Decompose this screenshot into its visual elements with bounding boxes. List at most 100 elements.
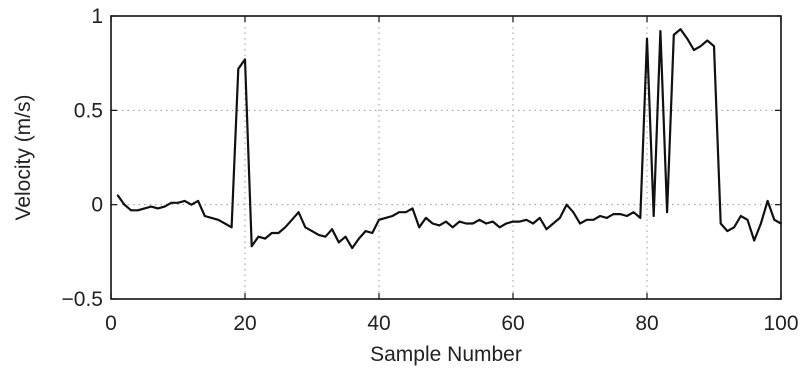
data-point: [672, 33, 675, 36]
series-layer: [116, 28, 782, 250]
data-point: [525, 218, 528, 221]
data-point: [619, 213, 622, 216]
data-point: [210, 216, 213, 219]
y-tick-label: 0: [91, 194, 103, 217]
data-point: [170, 201, 173, 204]
data-point: [371, 232, 374, 234]
data-point: [190, 203, 193, 206]
data-point: [492, 220, 494, 223]
data-point: [746, 218, 749, 221]
data-point: [304, 226, 307, 229]
data-point: [224, 222, 226, 225]
data-point: [398, 211, 400, 214]
data-point: [485, 222, 488, 225]
data-point: [136, 209, 139, 212]
data-point: [317, 233, 320, 236]
data-point: [632, 211, 635, 214]
y-axis-label: Velocity (m/s): [12, 94, 35, 220]
data-point: [773, 218, 776, 221]
data-point: [257, 235, 260, 238]
x-tick-label: 0: [105, 312, 117, 335]
data-point: [733, 226, 735, 229]
x-tick-label: 20: [233, 312, 256, 335]
data-point: [465, 222, 467, 225]
data-point: [693, 49, 695, 51]
x-tick-label: 100: [763, 312, 798, 335]
data-point: [378, 218, 380, 221]
data-point: [297, 211, 300, 214]
data-point: [123, 203, 126, 206]
data-point: [652, 215, 655, 217]
data-point: [183, 199, 186, 202]
data-point: [538, 216, 541, 219]
data-point: [719, 222, 722, 225]
data-point: [337, 241, 340, 244]
data-point: [425, 216, 427, 219]
data-point: [358, 237, 360, 240]
data-point: [217, 218, 220, 221]
data-point: [686, 37, 689, 40]
data-point: [585, 218, 588, 221]
data-point: [411, 207, 414, 210]
y-tick-label: −0.5: [62, 288, 103, 311]
data-point: [579, 222, 581, 225]
data-point: [592, 218, 595, 221]
data-point: [532, 222, 534, 225]
data-point: [277, 232, 280, 234]
data-point: [203, 215, 206, 217]
data-point: [451, 226, 454, 229]
data-point: [264, 237, 266, 240]
data-point: [612, 213, 615, 216]
data-point: [599, 215, 601, 217]
data-point: [639, 216, 642, 219]
data-point: [559, 216, 561, 219]
x-tick-label: 40: [367, 312, 390, 335]
data-point: [391, 215, 394, 217]
data-point: [646, 37, 648, 40]
data-point: [331, 228, 333, 231]
data-point: [157, 207, 159, 210]
data-point: [572, 211, 575, 214]
data-point: [270, 232, 273, 234]
data-point: [498, 226, 501, 229]
data-point: [626, 215, 628, 217]
data-point: [438, 224, 441, 227]
data-point: [605, 216, 608, 219]
series-line-0: [116, 28, 782, 250]
data-point: [143, 207, 146, 210]
data-point: [344, 235, 347, 238]
data-point: [518, 220, 521, 223]
data-point: [404, 211, 407, 214]
data-point: [177, 201, 179, 204]
data-point: [760, 222, 762, 225]
data-point: [706, 39, 709, 42]
data-point: [666, 211, 668, 214]
data-point: [713, 45, 715, 48]
data-point: [284, 226, 287, 229]
x-tick-label: 80: [635, 312, 658, 335]
data-point: [384, 216, 387, 219]
data-point: [197, 199, 200, 202]
data-point: [505, 222, 508, 225]
data-point: [753, 239, 756, 242]
data-point: [418, 226, 421, 229]
data-point: [726, 230, 729, 232]
data-point: [311, 230, 313, 232]
data-point: [130, 209, 133, 212]
y-tick-label: 0.5: [74, 99, 103, 122]
data-point: [545, 228, 548, 231]
tick-labels: 0 20 40 60 80 100−0.500.51: [62, 5, 799, 335]
data-point: [699, 45, 702, 48]
data-point: [351, 247, 354, 249]
data-point: [291, 218, 293, 221]
x-tick-label: 60: [501, 312, 524, 335]
data-point: [739, 215, 742, 217]
data-point: [471, 222, 474, 225]
data-point: [150, 205, 153, 208]
data-point: [237, 67, 240, 70]
data-point: [552, 222, 555, 225]
data-point: [163, 205, 166, 208]
data-point: [659, 30, 662, 32]
data-point: [244, 58, 246, 61]
x-axis-label: Sample Number: [370, 343, 522, 366]
